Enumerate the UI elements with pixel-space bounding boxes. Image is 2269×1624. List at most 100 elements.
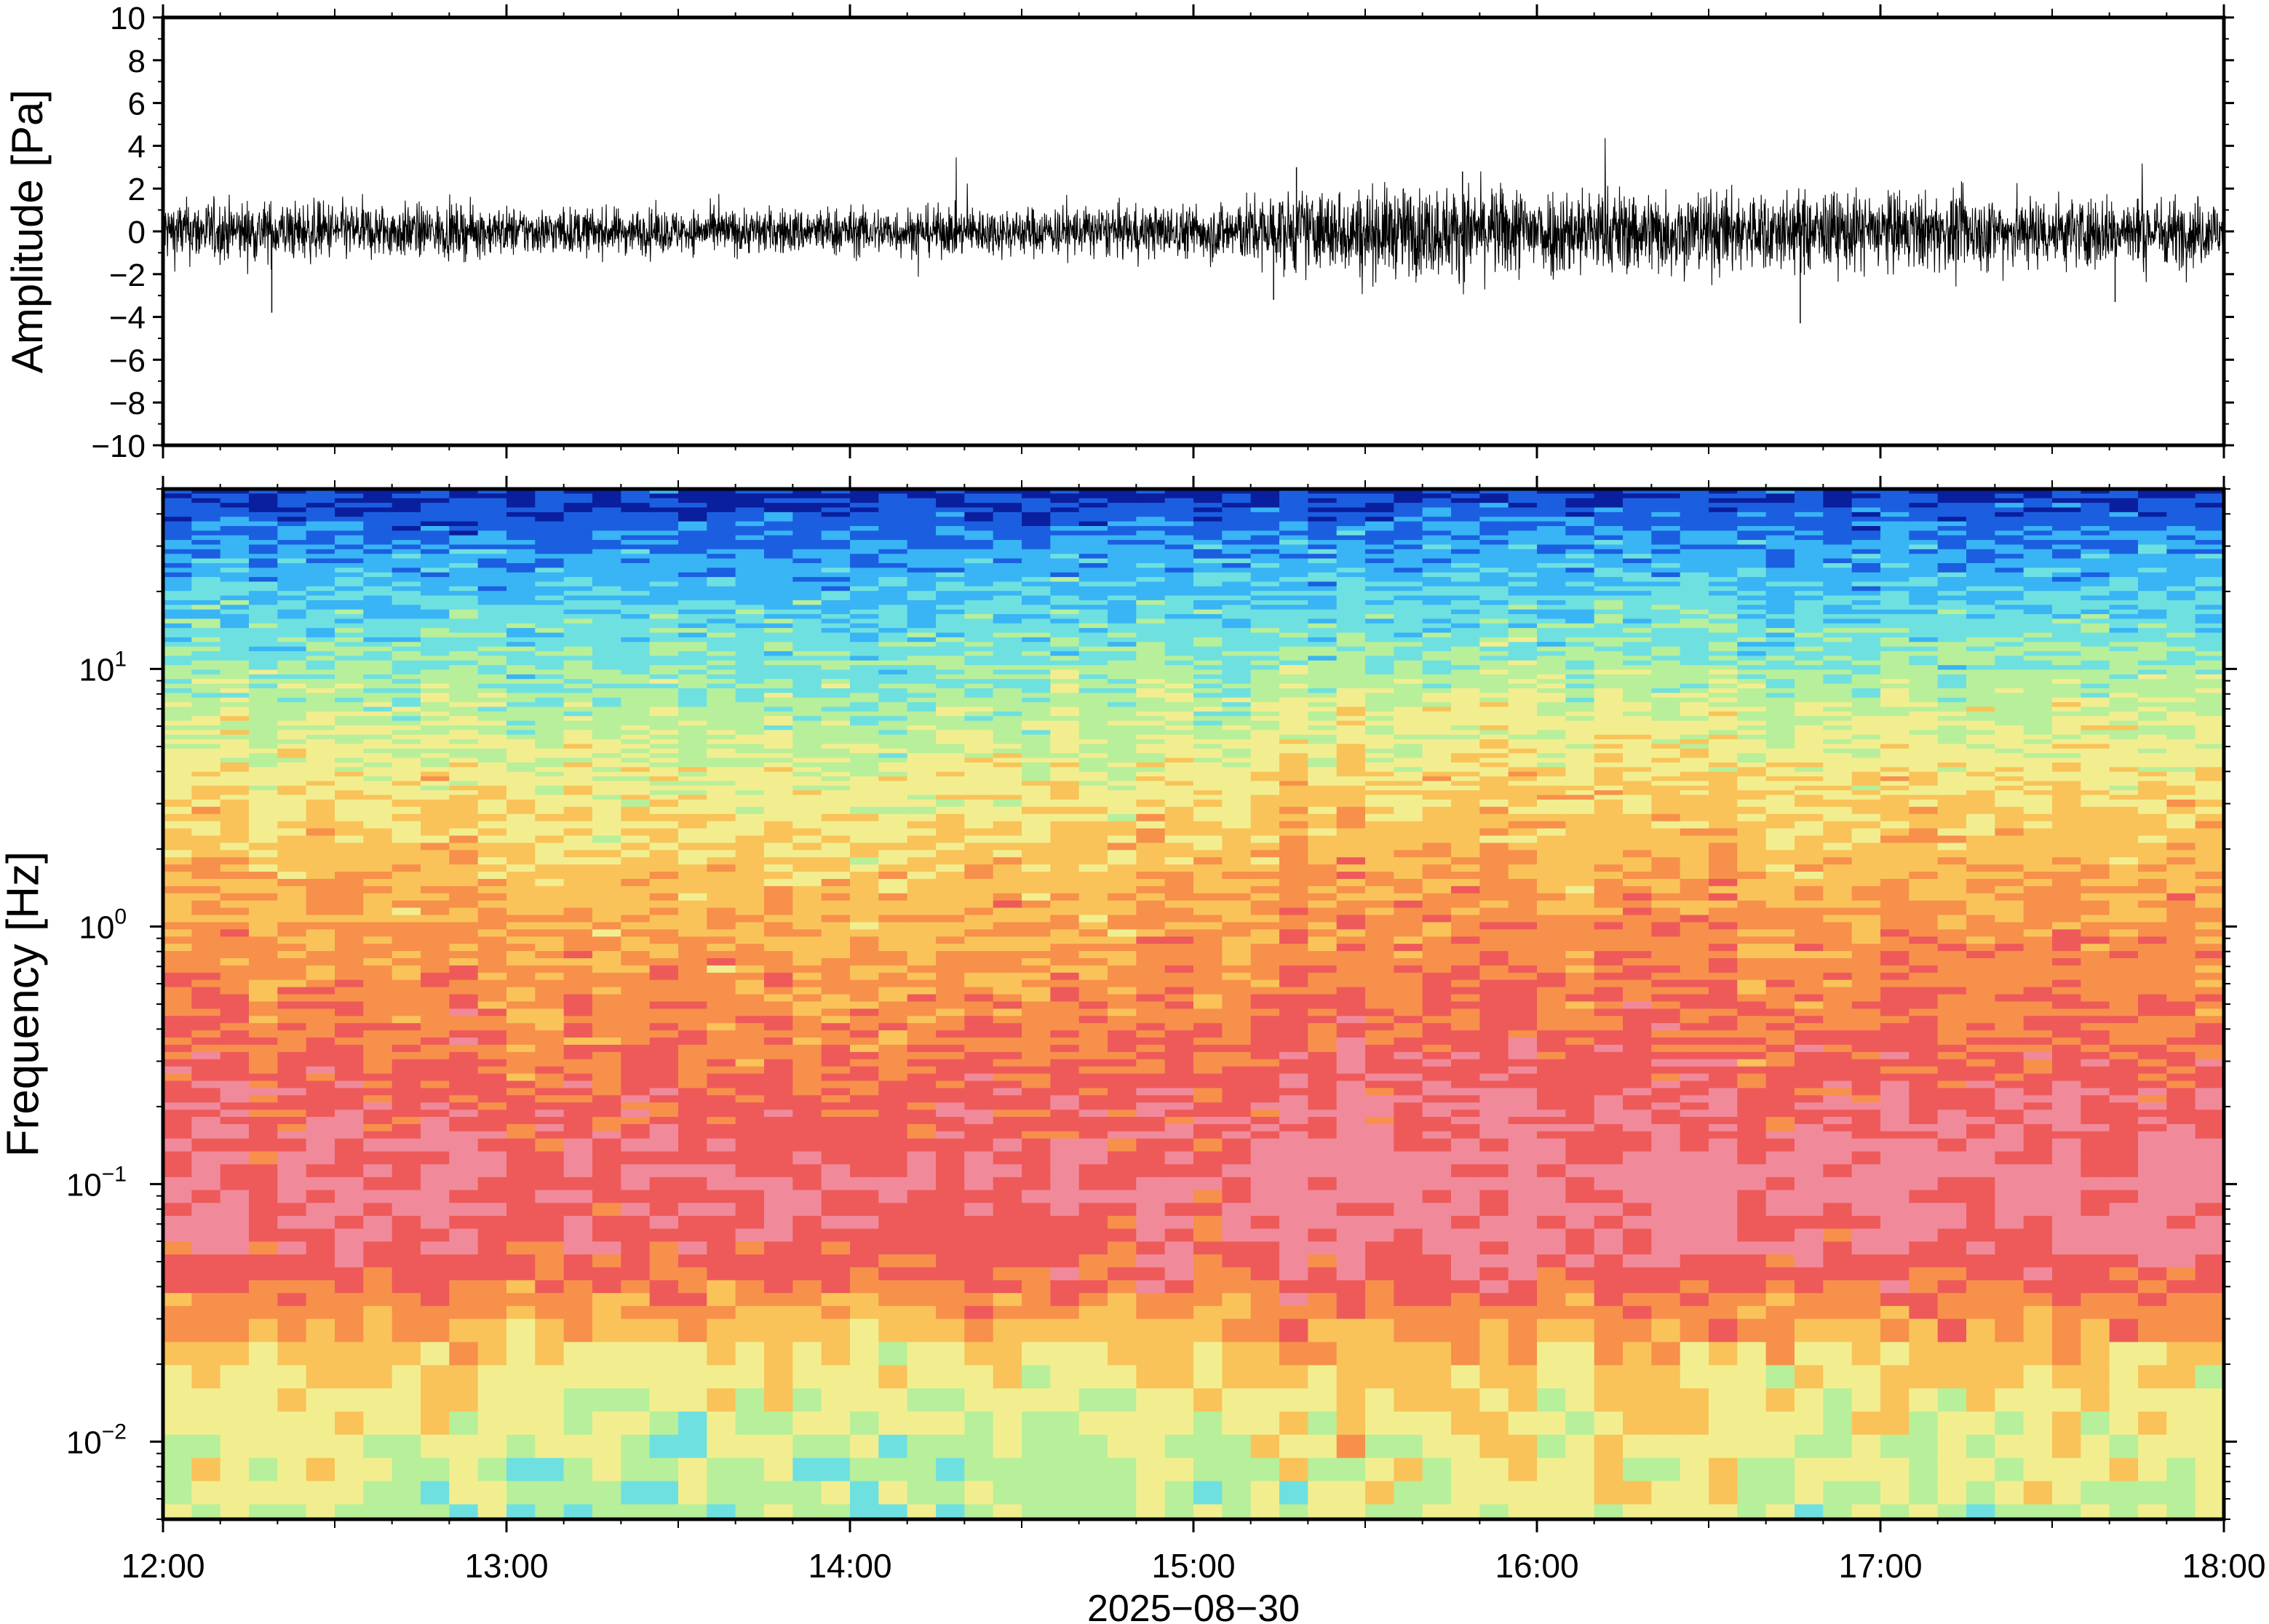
spectrogram-cell	[506, 1123, 536, 1132]
spectrogram-cell	[964, 835, 994, 844]
spectrogram-cell	[1164, 540, 1194, 546]
spectrogram-cell	[191, 493, 221, 499]
spectrogram-cell	[964, 591, 994, 597]
spectrogram-cell	[821, 665, 851, 671]
spectrogram-cell	[249, 1051, 279, 1060]
spectrogram-cell	[792, 1066, 822, 1075]
spectrogram-cell	[277, 757, 307, 763]
spectrogram-cell	[735, 716, 765, 722]
spectrogram-cell	[878, 799, 908, 808]
spectrogram-cell	[1022, 581, 1052, 587]
spectrogram-cell	[220, 739, 250, 745]
spectrogram-cell	[535, 1280, 565, 1294]
spectrogram-cell	[1136, 771, 1166, 777]
spectrogram-cell	[821, 540, 851, 546]
spectrogram-cell	[964, 1365, 994, 1389]
spectrogram-cell	[621, 1164, 651, 1178]
spectrogram-cell	[792, 642, 822, 648]
spectrogram-cell	[1108, 525, 1137, 532]
spectrogram-cell	[335, 1008, 365, 1017]
spectrogram-cell	[1136, 642, 1166, 648]
spectrogram-cell	[163, 1190, 193, 1204]
spectrogram-cell	[477, 1305, 507, 1320]
spectrogram-cell	[936, 1215, 966, 1230]
spectrogram-cell	[850, 1267, 880, 1281]
spectrogram-cell	[964, 540, 994, 546]
spectrogram-cell	[764, 757, 794, 763]
spectrogram-cell	[306, 1241, 335, 1255]
spectrogram-cell	[335, 1095, 365, 1104]
spectrogram-cell	[707, 1203, 736, 1217]
spectrogram-cell	[592, 734, 622, 740]
spectrogram-cell	[1164, 554, 1194, 560]
spectrogram-cell	[764, 540, 794, 546]
waveform-x-ticks	[162, 4, 2225, 458]
spectrogram-cell	[936, 623, 966, 629]
spectrogram-cell	[993, 1059, 1022, 1067]
spectrogram-cell	[535, 1342, 565, 1366]
spectrogram-cell	[993, 581, 1022, 587]
spectrogram-cell	[1136, 512, 1166, 518]
spectrogram-cell	[821, 1001, 851, 1010]
spectrogram-cell	[735, 1190, 765, 1204]
spectrogram-cell	[821, 850, 851, 859]
spectrogram-cell	[335, 936, 365, 944]
spectrogram-cell	[191, 730, 221, 736]
spectrogram-cell	[335, 776, 365, 782]
spectrogram-cell	[678, 835, 708, 844]
spectrogram-cell	[249, 1267, 279, 1281]
spectrogram-cell	[1022, 725, 1052, 731]
spectrogram-cell	[421, 679, 450, 685]
spectrogram-cell	[477, 562, 507, 569]
spectrogram-cell	[163, 706, 193, 712]
spectrogram-cell	[735, 1318, 765, 1343]
spectrogram-cell	[621, 835, 651, 844]
spectrogram-cell	[792, 637, 822, 643]
spectrogram-cell	[477, 1457, 507, 1482]
spectrogram-cell	[1078, 785, 1108, 791]
spectrogram-cell	[907, 1254, 937, 1268]
spectrogram-cell	[392, 628, 421, 634]
spectrogram-cell	[1136, 748, 1166, 754]
spectrogram-cell	[363, 795, 393, 800]
spectrogram-cell	[964, 558, 994, 564]
spectrogram-cell	[621, 1457, 651, 1482]
spectrogram-cell	[850, 665, 880, 671]
spectrogram-cell	[449, 965, 479, 974]
spectrogram-cell	[1164, 512, 1194, 518]
spectrogram-cell	[821, 1073, 851, 1082]
spectrogram-cell	[850, 1241, 880, 1255]
spectrogram-cell	[335, 1203, 365, 1217]
spectrogram-cell	[621, 1066, 651, 1075]
spectrogram-cell	[993, 623, 1022, 629]
spectrogram-cell	[277, 1365, 307, 1389]
spectrogram-cell	[792, 900, 822, 909]
spectrogram-cell	[907, 660, 937, 666]
spectrogram-cell	[764, 885, 794, 894]
spectrogram-cell	[993, 915, 1022, 923]
spectrogram-cell	[1050, 776, 1080, 782]
spectrogram-cell	[335, 785, 365, 791]
spectrogram-cell	[449, 1051, 479, 1060]
spectrogram-cell	[707, 683, 736, 689]
spectrogram-cell	[907, 595, 937, 601]
spectrogram-cell	[792, 1228, 822, 1243]
spectrogram-cell	[821, 591, 851, 597]
spectrogram-cell	[191, 944, 221, 952]
spectrogram-cell	[535, 521, 565, 527]
spectrogram-cell	[878, 540, 908, 546]
spectrogram-cell	[1022, 1241, 1052, 1255]
spectrogram-cell	[1022, 739, 1052, 745]
spectrogram-cell	[1050, 958, 1080, 966]
spectrogram-cell	[964, 744, 994, 749]
spectrogram-cell	[592, 642, 622, 648]
spectrogram-cell	[506, 656, 536, 661]
spectrogram-cell	[1108, 517, 1137, 522]
spectrogram-cell	[220, 734, 250, 740]
spectrogram-cell	[907, 1293, 937, 1307]
spectrogram-cell	[621, 1267, 651, 1281]
spectrogram-cell	[392, 1095, 421, 1104]
spectrogram-cell	[535, 535, 565, 541]
spectrogram-cell	[191, 771, 221, 777]
spectrogram-cell	[1078, 493, 1108, 499]
